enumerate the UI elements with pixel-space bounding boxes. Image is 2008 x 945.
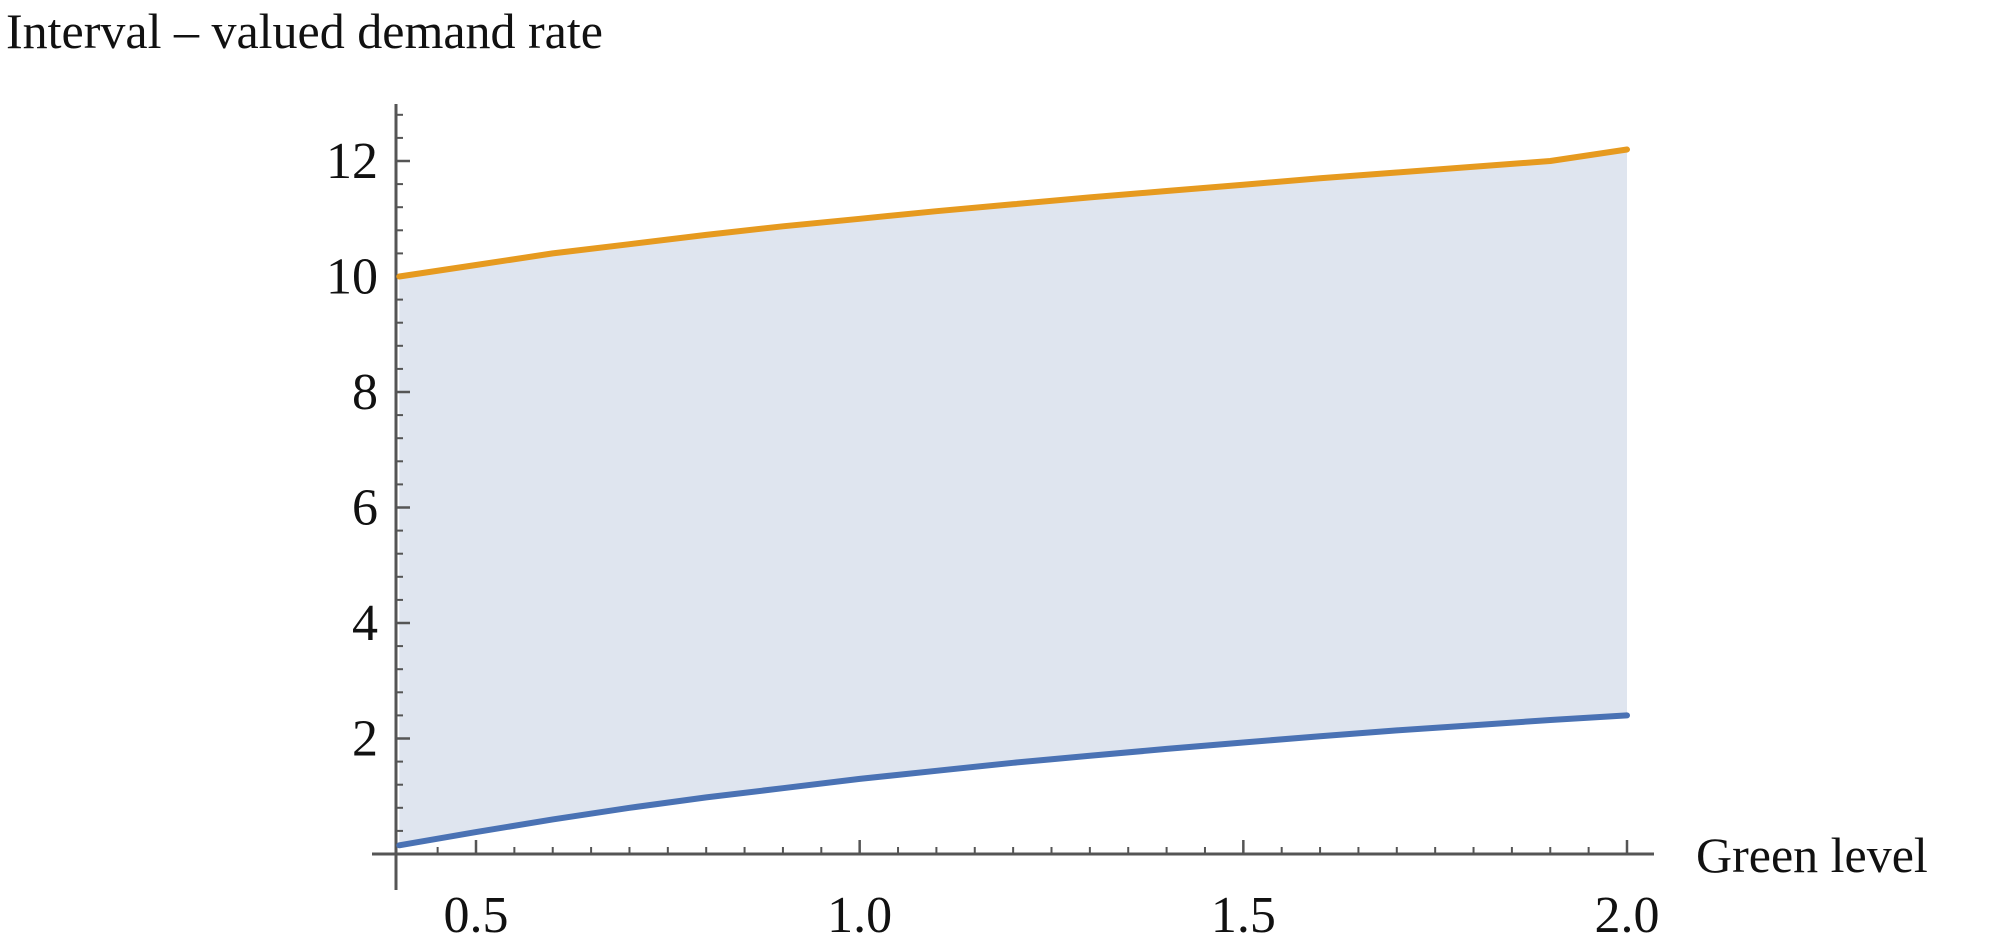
y-tick-label: 10 bbox=[326, 249, 378, 306]
x-tick-label: 1.5 bbox=[1211, 887, 1276, 940]
x-axis-label: Green level bbox=[1696, 827, 1928, 883]
x-tick-label: 1.0 bbox=[827, 887, 892, 940]
x-tick-label: 0.5 bbox=[444, 887, 509, 940]
y-tick-label: 2 bbox=[352, 711, 378, 768]
x-tick-label: 2.0 bbox=[1595, 887, 1660, 940]
lower-bound-line bbox=[396, 712, 1630, 849]
y-tick-label: 6 bbox=[352, 480, 378, 537]
y-tick-label: 8 bbox=[352, 364, 378, 421]
filled-band bbox=[399, 149, 1627, 846]
y-tick-label: 12 bbox=[326, 133, 378, 190]
upper-bound-line bbox=[396, 146, 1630, 280]
y-axis-label: Interval – valued demand rate bbox=[6, 3, 603, 59]
y-tick-label: 4 bbox=[352, 595, 378, 652]
